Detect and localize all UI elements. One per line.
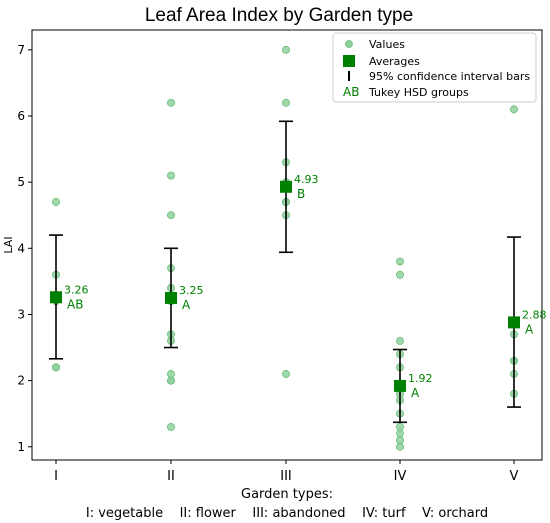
value-point [282, 98, 290, 107]
x-tick-label: II [167, 469, 175, 484]
tukey-group-label: AB [67, 297, 83, 311]
value-point [167, 211, 175, 220]
value-point [396, 442, 404, 451]
legend-averages-swatch [343, 55, 355, 67]
average-value-label: 2.88 [522, 308, 547, 321]
x-tick-label: I [54, 469, 58, 484]
average-value-label: 4.93 [294, 173, 319, 186]
average-marker [50, 291, 62, 304]
legend-box [332, 32, 537, 103]
x-tick-label: III [280, 469, 292, 484]
value-point [396, 436, 404, 445]
y-tick-label: 6 [17, 109, 25, 123]
average-marker [508, 316, 520, 329]
value-points [52, 45, 518, 451]
legend-groups-swatch: AB [343, 85, 359, 99]
legend-averages-label: Averages [369, 55, 420, 68]
value-point [52, 363, 60, 372]
average-value-label: 3.26 [64, 283, 89, 296]
value-point [396, 257, 404, 266]
value-point [396, 270, 404, 279]
value-point [167, 98, 175, 107]
y-axis: 1 2 3 4 5 6 7 [17, 43, 32, 454]
value-point [167, 171, 175, 180]
x-axis: I II III IV V [54, 460, 519, 484]
y-tick-label: 2 [17, 374, 25, 388]
average-markers [50, 180, 520, 392]
average-value-label: 1.92 [408, 372, 433, 385]
tukey-group-label: B [297, 187, 305, 201]
tukey-group-label: A [525, 322, 534, 336]
average-marker [394, 379, 406, 392]
x-axis-label-line-2: I: vegetable II: flower III: abandoned I… [86, 506, 488, 521]
chart-title: Leaf Area Index by Garden type [145, 5, 413, 26]
average-marker [165, 291, 177, 304]
average-marker [280, 180, 292, 193]
tukey-group-label: A [411, 386, 420, 400]
y-tick-label: 7 [17, 43, 25, 57]
y-tick-label: 4 [17, 241, 25, 255]
value-point [396, 336, 404, 345]
legend-groups-label: Tukey HSD groups [368, 86, 469, 99]
tukey-group-label: A [182, 298, 191, 312]
y-tick-label: 3 [17, 307, 25, 321]
value-point [167, 422, 175, 431]
x-tick-label: IV [394, 469, 407, 484]
legend-values-label: Values [369, 38, 405, 51]
x-tick-label: V [510, 469, 519, 484]
legend-values-swatch [345, 40, 353, 48]
legend-ci-label: 95% confidence interval bars [369, 70, 530, 83]
value-point [396, 422, 404, 431]
plot-frame [31, 29, 543, 461]
value-point [167, 370, 175, 378]
value-point [510, 105, 518, 114]
value-point [282, 45, 290, 54]
average-value-label: 3.25 [179, 284, 204, 297]
y-tick-label: 1 [17, 440, 25, 454]
y-axis-label: LAI [2, 236, 15, 253]
legend: Values Averages 95% confidence interval … [332, 32, 537, 103]
y-tick-label: 5 [17, 175, 25, 189]
value-point [167, 376, 175, 385]
x-axis-label-line-1: Garden types: [241, 487, 333, 502]
value-point [52, 198, 60, 206]
value-point [396, 429, 404, 438]
value-point [282, 370, 290, 378]
